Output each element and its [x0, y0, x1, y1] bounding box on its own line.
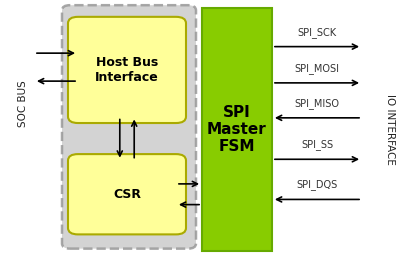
Text: SPI_DQS: SPI_DQS — [296, 179, 338, 190]
FancyBboxPatch shape — [68, 17, 186, 123]
Text: SPI_MISO: SPI_MISO — [294, 98, 340, 109]
Text: SPI_SCK: SPI_SCK — [298, 27, 336, 38]
Text: CSR: CSR — [113, 188, 141, 201]
FancyBboxPatch shape — [68, 154, 186, 234]
Text: SOC BUS: SOC BUS — [18, 80, 28, 127]
Text: Host Bus
Interface: Host Bus Interface — [95, 56, 159, 84]
Text: IO INTERFACE: IO INTERFACE — [385, 94, 395, 165]
Text: SPI_SS: SPI_SS — [301, 139, 333, 150]
FancyBboxPatch shape — [62, 5, 196, 249]
Text: SPI_MOSI: SPI_MOSI — [294, 63, 340, 74]
Text: SPI
Master
FSM: SPI Master FSM — [207, 105, 267, 154]
FancyBboxPatch shape — [202, 8, 272, 251]
